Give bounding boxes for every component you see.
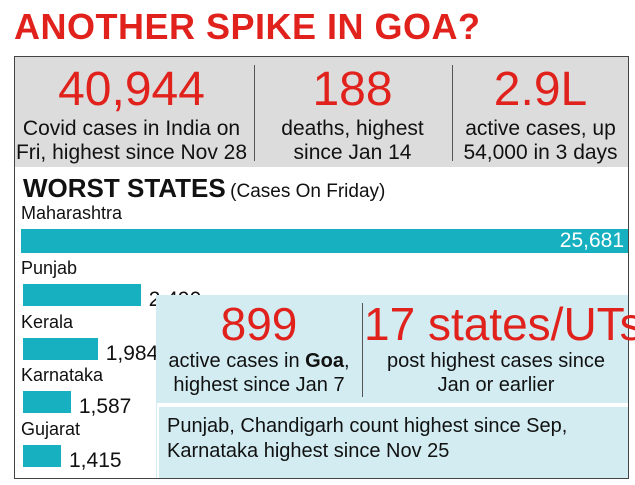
states-value: 17 states/UTs <box>364 298 635 350</box>
bar-chart: Maharashtra25,681Punjab2,490Kerala1,984K… <box>15 57 628 478</box>
stat-deaths: 188 deaths, highest since Jan 14 <box>255 57 450 167</box>
bar-label: Maharashtra <box>21 203 123 223</box>
states-desc: post highest cases since Jan or earlier <box>364 349 628 397</box>
bar-value-label: 1,587 <box>78 395 132 418</box>
stat-divider <box>254 65 255 161</box>
goa-value: 899 <box>220 298 298 350</box>
bar <box>23 284 141 306</box>
bar-label: Kerala <box>21 312 74 332</box>
goa-desc-bold: Goa <box>305 350 345 372</box>
panel-divider <box>362 303 363 397</box>
bar-label: Karnataka <box>21 365 104 385</box>
infographic-frame: 40,944 Covid cases in India on Fri, high… <box>14 56 635 479</box>
states-stat: 17 states/UTs post highest cases since Ja… <box>364 295 635 403</box>
stat-active-value: 2.9L <box>493 63 588 116</box>
note-background: Punjab, Chandigarh count highest since S… <box>159 407 628 478</box>
goa-stat: 899 active cases in Goa, highest since Ja… <box>156 295 362 403</box>
note-text: Punjab, Chandigarh count highest since S… <box>167 415 568 462</box>
stats-band: 40,944 Covid cases in India on Fri, high… <box>15 57 628 167</box>
stat-cases-desc: Covid cases in India on Fri, highest sin… <box>15 117 248 164</box>
stat-deaths-value: 188 <box>312 63 393 116</box>
section-heading: WORST STATES (Cases On Friday) <box>23 173 385 204</box>
stat-cases: 40,944 Covid cases in India on Fri, high… <box>15 57 248 167</box>
bar <box>23 445 61 467</box>
headline-title: ANOTHER SPIKE IN GOA? <box>14 6 481 47</box>
section-title: WORST STATES <box>23 173 226 203</box>
bar-value-label: 25,681 <box>559 229 624 252</box>
goa-desc: active cases in Goa, highest since Jan 7 <box>156 349 362 397</box>
note-box: Punjab, Chandigarh count highest since S… <box>156 403 628 478</box>
bar-value-label: 1,415 <box>69 449 122 472</box>
bar <box>23 391 71 413</box>
stat-active-desc: active cases, up 54,000 in 3 days <box>463 117 618 164</box>
goa-desc-prefix: active cases in <box>168 350 306 372</box>
section-subtitle: (Cases On Friday) <box>230 181 386 202</box>
goa-desc-line2: highest since Jan 7 <box>173 374 345 396</box>
states-desc-line2: Jan or earlier <box>437 374 555 396</box>
bar-label: Punjab <box>21 258 78 278</box>
bar-value-label: 1,984 <box>105 342 159 365</box>
stat-divider <box>452 65 453 161</box>
states-desc-line1: post highest cases since <box>387 350 605 372</box>
stat-cases-value: 40,944 <box>58 63 205 116</box>
bar-label: Gujarat <box>21 419 81 439</box>
stat-active: 2.9L active cases, up 54,000 in 3 days <box>453 57 628 167</box>
goa-panel: 899 active cases in Goa, highest since Ja… <box>156 295 635 478</box>
bar <box>21 229 628 253</box>
bar <box>23 338 98 360</box>
goa-desc-suffix: , <box>344 350 350 372</box>
stat-deaths-desc: deaths, highest since Jan 14 <box>281 117 424 164</box>
